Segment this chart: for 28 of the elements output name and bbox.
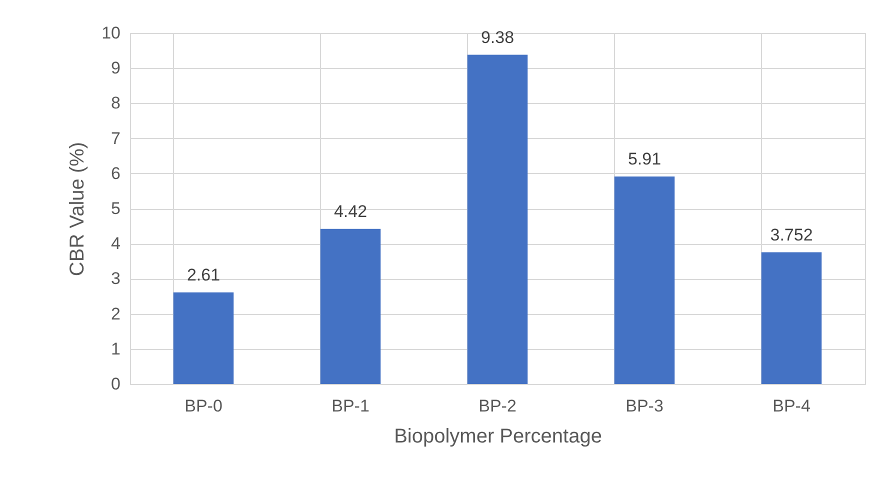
y-tick-label: 3 xyxy=(111,269,120,288)
bar xyxy=(467,54,528,384)
y-tick-label: 7 xyxy=(111,128,120,148)
data-label: 5.91 xyxy=(628,150,662,169)
bar xyxy=(761,252,822,384)
x-tick-label: BP-4 xyxy=(772,396,810,416)
y-tick-label: 2 xyxy=(111,304,120,324)
y-tick-label: 0 xyxy=(111,374,120,394)
y-tick-label: 9 xyxy=(111,58,120,78)
y-tick-label: 1 xyxy=(111,339,120,358)
x-tick-label: BP-2 xyxy=(478,396,516,416)
x-tick-label: BP-0 xyxy=(184,396,222,416)
data-label: 2.61 xyxy=(186,265,220,284)
y-axis-title: CBR Value (%) xyxy=(66,142,89,276)
bar xyxy=(614,176,675,384)
y-tick-label: 10 xyxy=(102,24,120,42)
y-tick-label: 8 xyxy=(111,94,120,113)
x-axis-title: Biopolymer Percentage xyxy=(394,426,602,448)
data-label: 3.752 xyxy=(770,225,813,244)
bar xyxy=(173,292,234,384)
x-tick-label: BP-1 xyxy=(332,396,370,416)
data-label: 9.38 xyxy=(480,28,514,47)
bar xyxy=(320,228,381,384)
y-tick-label: 4 xyxy=(111,234,120,254)
y-tick-label: 6 xyxy=(111,164,120,183)
y-tick-label: 5 xyxy=(111,199,120,218)
x-tick-label: BP-3 xyxy=(626,396,664,416)
data-label: 4.42 xyxy=(334,202,368,221)
